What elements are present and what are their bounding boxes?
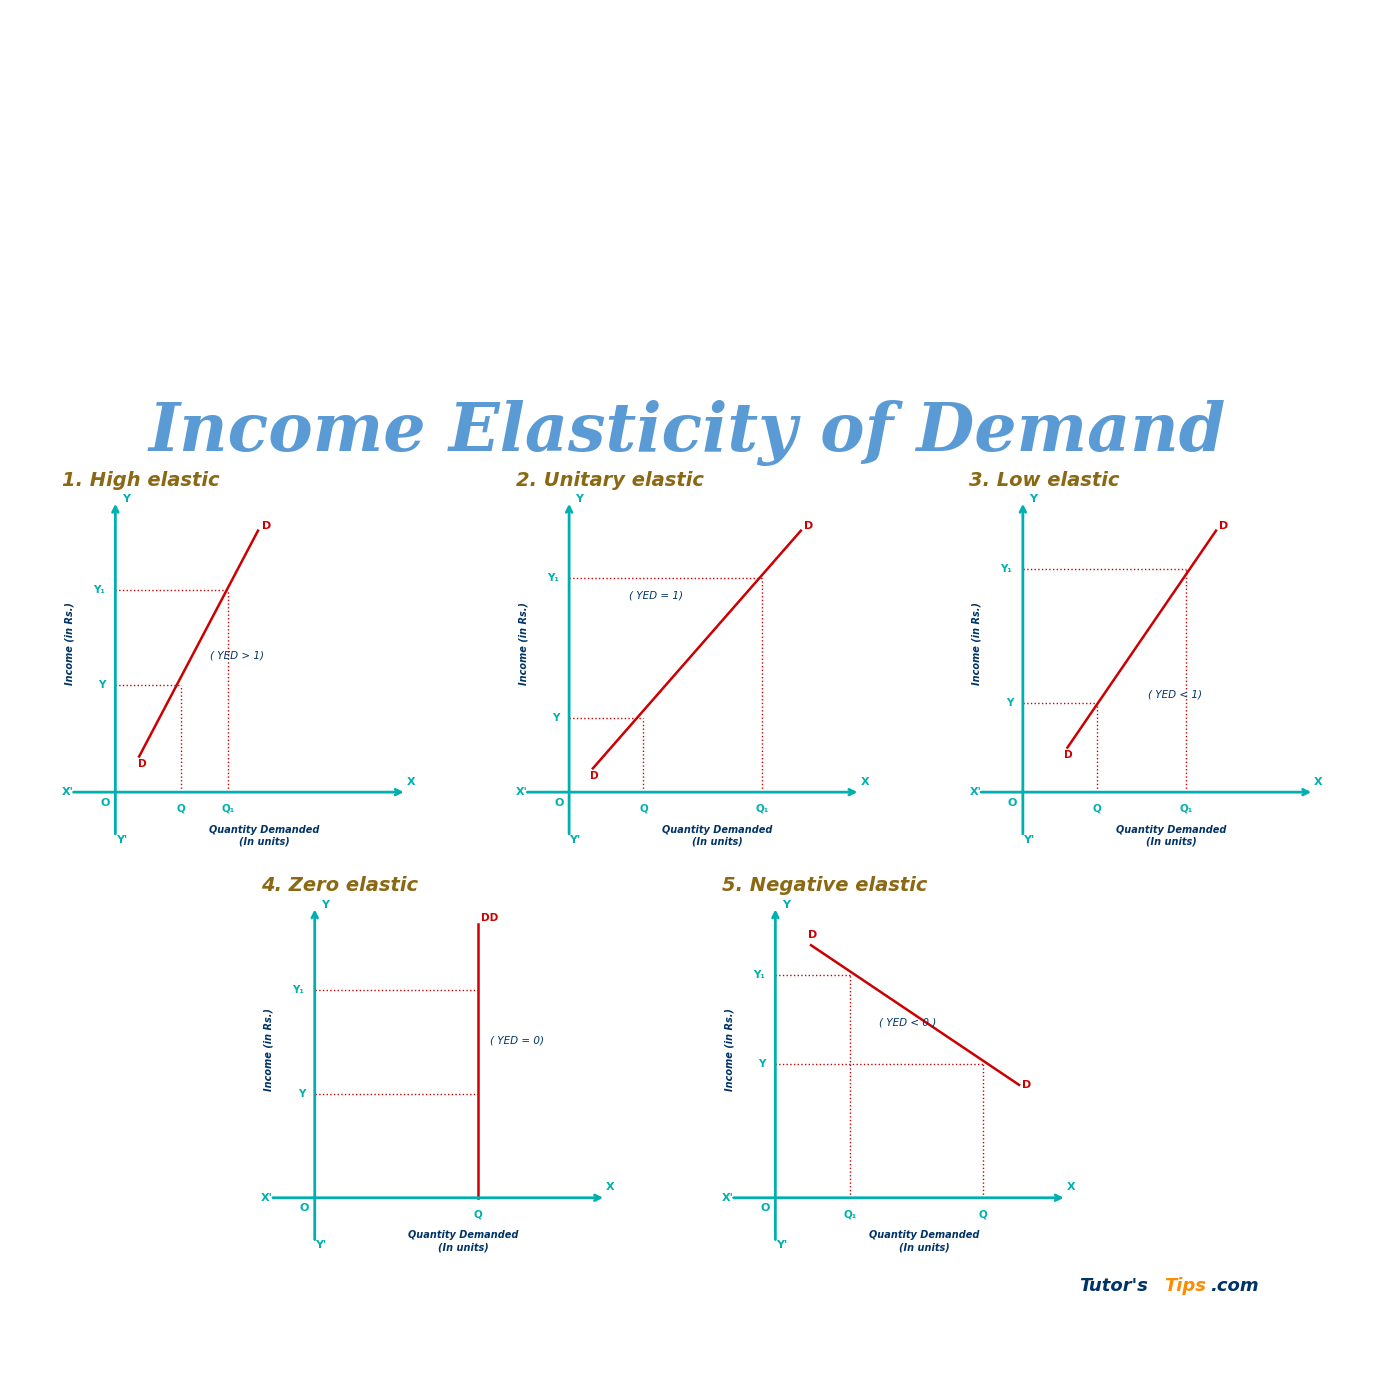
Text: 3. Low elastic: 3. Low elastic xyxy=(969,470,1119,490)
Text: Q: Q xyxy=(176,803,186,814)
Text: Y₁: Y₁ xyxy=(754,969,765,980)
Text: X: X xyxy=(1314,777,1323,786)
Text: D: D xyxy=(590,771,598,781)
Text: X: X xyxy=(861,777,869,786)
Text: X: X xyxy=(606,1182,615,1192)
Text: Q: Q xyxy=(1093,803,1101,814)
Text: ( YED < 1): ( YED < 1) xyxy=(1148,689,1202,698)
Text: O: O xyxy=(760,1203,770,1213)
Text: Y₁: Y₁ xyxy=(547,573,558,583)
Text: Q₁: Q₁ xyxy=(843,1209,857,1220)
Text: Y': Y' xyxy=(569,835,580,844)
Text: O: O xyxy=(554,798,564,807)
Text: Quantity Demanded
(In units): Quantity Demanded (In units) xyxy=(1116,825,1226,847)
Text: Income Elasticity of Demand: Income Elasticity of Demand xyxy=(148,400,1226,466)
Text: D: D xyxy=(808,930,817,939)
Text: D: D xyxy=(1064,749,1072,760)
Text: Y: Y xyxy=(122,495,129,505)
Text: Tutor's: Tutor's xyxy=(1079,1276,1148,1295)
Text: 1. High elastic: 1. High elastic xyxy=(62,470,220,490)
Text: 2. Unitary elastic: 2. Unitary elastic xyxy=(516,470,704,490)
Text: Y: Y xyxy=(322,901,329,910)
Text: Q₁: Q₁ xyxy=(1180,803,1194,814)
Text: Y: Y xyxy=(551,712,560,723)
Text: X': X' xyxy=(62,786,74,797)
Text: ( YED = 1): ( YED = 1) xyxy=(628,591,682,601)
Text: Y₁: Y₁ xyxy=(293,984,304,994)
Text: ( YED > 1): ( YED > 1) xyxy=(210,650,264,660)
Text: 5. Negative elastic: 5. Negative elastic xyxy=(722,876,927,895)
Text: Y: Y xyxy=(1005,698,1013,708)
Text: Q₁: Q₁ xyxy=(221,803,235,814)
Text: Quantity Demanded
(In units): Quantity Demanded (In units) xyxy=(408,1231,518,1253)
Text: ( YED = 0): ( YED = 0) xyxy=(490,1035,544,1045)
Text: Y₁: Y₁ xyxy=(1001,564,1012,575)
Text: Income (in Rs.): Income (in Rs.) xyxy=(264,1008,274,1090)
Text: D: D xyxy=(263,521,272,531)
Text: Quantity Demanded
(In units): Quantity Demanded (In units) xyxy=(209,825,319,847)
Text: X': X' xyxy=(722,1192,734,1203)
Text: D: D xyxy=(1022,1079,1031,1090)
Text: Y': Y' xyxy=(1023,835,1034,844)
Text: D: D xyxy=(804,521,813,531)
Text: O: O xyxy=(100,798,110,807)
Text: O: O xyxy=(300,1203,309,1213)
Text: Y': Y' xyxy=(116,835,126,844)
Text: X: X xyxy=(407,777,415,786)
Text: Y': Y' xyxy=(315,1240,326,1250)
Text: D: D xyxy=(1220,521,1228,531)
Text: Quantity Demanded
(In units): Quantity Demanded (In units) xyxy=(663,825,773,847)
Text: Y: Y xyxy=(98,681,106,690)
Text: X': X' xyxy=(261,1192,274,1203)
Text: Income (in Rs.): Income (in Rs.) xyxy=(725,1008,734,1090)
Text: Y: Y xyxy=(297,1089,305,1099)
Text: Q: Q xyxy=(979,1209,987,1220)
Text: Y: Y xyxy=(576,495,583,505)
Text: 4. Zero elastic: 4. Zero elastic xyxy=(261,876,418,895)
Text: Income (in Rs.): Income (in Rs.) xyxy=(518,602,528,685)
Text: DD: DD xyxy=(481,913,498,924)
Text: O: O xyxy=(1008,798,1018,807)
Text: Q: Q xyxy=(639,803,648,814)
Text: Y: Y xyxy=(782,901,789,910)
Text: Tips: Tips xyxy=(1165,1276,1207,1295)
Text: X: X xyxy=(1067,1182,1075,1192)
Text: Income (in Rs.): Income (in Rs.) xyxy=(65,602,74,685)
Text: Quantity Demanded
(In units): Quantity Demanded (In units) xyxy=(869,1231,979,1253)
Text: Q₁: Q₁ xyxy=(756,803,769,814)
Text: Income (in Rs.): Income (in Rs.) xyxy=(972,602,982,685)
Text: X': X' xyxy=(516,786,528,797)
Text: Y': Y' xyxy=(775,1240,786,1250)
Text: Q: Q xyxy=(474,1209,483,1220)
Text: D: D xyxy=(138,759,146,769)
Text: Y: Y xyxy=(758,1059,766,1068)
Text: X': X' xyxy=(969,786,982,797)
Text: .com: .com xyxy=(1210,1276,1258,1295)
Text: Y: Y xyxy=(1030,495,1037,505)
Text: ( YED < 0 ): ( YED < 0 ) xyxy=(880,1018,936,1027)
Text: Y₁: Y₁ xyxy=(94,586,104,595)
